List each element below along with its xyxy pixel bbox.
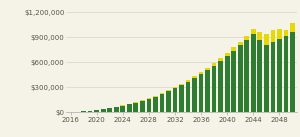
Bar xyxy=(107,108,112,112)
Bar xyxy=(264,45,269,112)
Bar xyxy=(120,106,125,112)
Bar xyxy=(199,74,203,112)
Bar xyxy=(238,45,243,112)
Bar xyxy=(94,110,99,112)
Bar xyxy=(179,85,184,112)
Bar xyxy=(146,98,151,99)
Bar xyxy=(120,105,125,106)
Bar xyxy=(290,32,295,112)
Bar xyxy=(271,42,275,112)
Bar xyxy=(192,76,197,78)
Bar xyxy=(257,40,262,112)
Bar xyxy=(205,68,210,70)
Bar xyxy=(192,78,197,112)
Bar xyxy=(244,36,249,40)
Bar xyxy=(101,109,106,112)
Bar xyxy=(134,102,138,103)
Bar xyxy=(127,104,132,112)
Bar xyxy=(140,100,145,101)
Bar xyxy=(212,63,217,66)
Bar xyxy=(238,42,243,45)
Bar xyxy=(172,89,177,112)
Bar xyxy=(81,111,86,112)
Bar xyxy=(284,36,288,112)
Bar xyxy=(231,51,236,112)
Bar xyxy=(251,29,256,34)
Bar xyxy=(205,70,210,112)
Bar xyxy=(186,80,190,82)
Bar xyxy=(134,103,138,112)
Bar xyxy=(160,93,164,94)
Bar xyxy=(244,40,249,112)
Bar xyxy=(166,90,171,91)
Bar xyxy=(218,61,223,112)
Bar xyxy=(172,87,177,89)
Bar xyxy=(186,82,190,112)
Bar xyxy=(212,66,217,112)
Bar xyxy=(179,84,184,85)
Bar xyxy=(153,96,158,97)
Bar xyxy=(114,107,118,112)
Bar xyxy=(160,94,164,112)
Bar xyxy=(277,29,282,39)
Bar xyxy=(264,34,269,45)
Bar xyxy=(271,30,275,42)
Bar xyxy=(251,34,256,112)
Bar xyxy=(225,53,230,56)
Bar xyxy=(199,72,203,74)
Bar xyxy=(231,47,236,51)
Bar xyxy=(166,91,171,112)
Bar xyxy=(225,56,230,112)
Bar xyxy=(257,32,262,40)
Bar xyxy=(284,30,288,36)
Bar xyxy=(277,39,282,112)
Bar xyxy=(140,101,145,112)
Bar xyxy=(290,23,295,32)
Bar xyxy=(153,97,158,112)
Bar xyxy=(146,99,151,112)
Bar xyxy=(218,58,223,61)
Bar xyxy=(88,111,92,112)
